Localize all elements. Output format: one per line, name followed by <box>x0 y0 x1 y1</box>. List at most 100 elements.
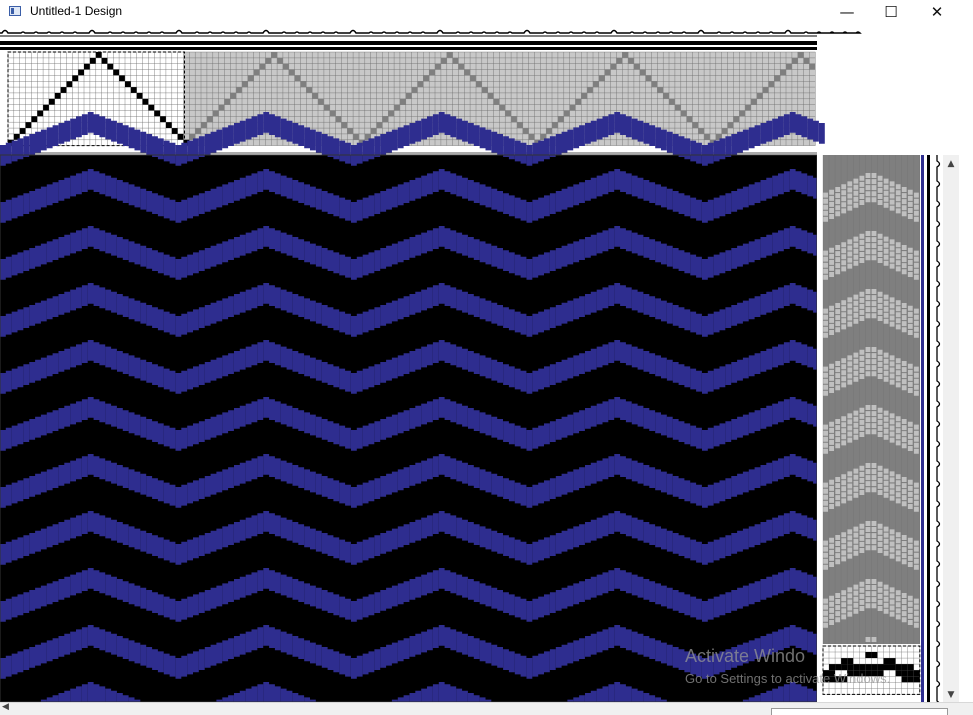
tieup-cell <box>901 676 908 683</box>
threading-cell <box>733 116 740 123</box>
threading-cell <box>154 110 161 117</box>
threading-cell <box>715 133 722 140</box>
close-button[interactable]: ✕ <box>930 3 944 21</box>
threading-cell <box>294 75 301 82</box>
tieup-cell <box>883 664 890 671</box>
threading-cell <box>780 69 786 76</box>
drawdown-cloth[interactable] <box>0 112 825 714</box>
threading-cell <box>569 104 576 111</box>
threading-cell <box>476 81 482 88</box>
ruler-scallop <box>0 29 862 34</box>
threading-cell <box>399 98 406 105</box>
threading-cell <box>517 122 523 128</box>
threading-cell <box>628 57 634 64</box>
tieup-cell <box>907 676 914 683</box>
threading-cell <box>552 122 558 128</box>
threading-cell <box>435 63 441 70</box>
tieup-cell <box>889 658 896 665</box>
threading-cell <box>201 122 207 128</box>
threading-cell <box>639 69 646 76</box>
threading-cell <box>727 122 734 128</box>
tieup-cell <box>829 676 835 683</box>
threading-cell <box>43 104 49 111</box>
threading-cell <box>48 98 55 105</box>
ruler-bar <box>927 155 930 702</box>
app-icon <box>9 6 21 16</box>
tieup-cell <box>865 670 872 677</box>
horizontal-scrollbar[interactable]: ◀ <box>0 702 973 715</box>
threading-cell <box>318 98 324 105</box>
threading-cell <box>394 104 400 111</box>
tieup-cell <box>847 658 854 665</box>
threading-cell <box>669 98 675 105</box>
threading-cell <box>674 104 681 111</box>
tieup-cell <box>907 670 914 677</box>
weft-color-bar <box>921 155 924 702</box>
threading-cell <box>604 69 611 76</box>
threading-cell <box>417 81 424 88</box>
threading-gridlines <box>7 51 816 146</box>
threading-cell <box>458 63 465 70</box>
threading-cell <box>265 57 272 64</box>
threading-cell <box>598 75 605 82</box>
scroll-left-icon[interactable]: ◀ <box>2 702 9 712</box>
threading-cell <box>388 110 395 117</box>
scroll-down-icon[interactable]: ▼ <box>948 690 955 700</box>
threading-cell <box>25 122 32 128</box>
tieup-cell <box>895 664 902 671</box>
threading-cell <box>212 110 219 117</box>
maximize-button[interactable]: ☐ <box>884 3 898 21</box>
threading-cell <box>107 63 114 70</box>
threading-cell <box>288 69 295 76</box>
scroll-up-icon[interactable]: ▲ <box>948 159 955 169</box>
tieup-cell <box>907 664 914 671</box>
threading-cell <box>452 57 459 64</box>
threading-cell <box>130 87 137 93</box>
tieup-cell <box>853 670 860 677</box>
threading-cell <box>306 87 313 93</box>
threading-cell <box>206 116 213 123</box>
tieup-grid[interactable] <box>822 645 921 695</box>
threading-cell <box>171 128 178 134</box>
tieup-cell <box>859 664 866 671</box>
threading-cell <box>487 92 494 99</box>
threading-cell <box>616 57 623 64</box>
threading-cell <box>440 57 447 64</box>
tieup-cell <box>847 670 854 677</box>
weft-ruler[interactable] <box>927 155 943 709</box>
tieup-cell <box>871 670 878 677</box>
tieup-cell <box>889 664 896 671</box>
threading-cell <box>300 81 307 88</box>
threading-cell <box>540 133 547 140</box>
threading-cell <box>411 87 418 93</box>
threading-cell <box>165 122 172 128</box>
threading-cell <box>686 116 693 123</box>
tieup-cell <box>871 664 878 671</box>
threading-cell <box>651 81 658 88</box>
vertical-scrollbar[interactable]: ▲ ▼ <box>943 155 959 702</box>
threading-cell <box>353 133 359 140</box>
warp-ruler[interactable] <box>0 28 862 50</box>
ruler-scallop <box>936 155 941 709</box>
threading-cell <box>534 139 541 146</box>
tieup-cell <box>901 664 908 671</box>
threading-cell <box>464 69 471 76</box>
threading-cell <box>423 75 430 82</box>
threading-cell <box>704 133 710 140</box>
tieup-cell <box>847 664 854 671</box>
minimize-button[interactable]: — <box>839 3 855 21</box>
threading-cell <box>271 52 278 58</box>
threading-cell <box>663 92 669 99</box>
liftplan-grid[interactable] <box>817 152 943 702</box>
threading-cell <box>528 133 535 140</box>
threading-cell <box>382 116 389 123</box>
threading-cell <box>429 69 435 76</box>
threading-cell <box>54 92 61 99</box>
threading-cell <box>797 52 804 58</box>
threading-cell <box>645 75 652 82</box>
tieup-cell <box>871 652 878 658</box>
threading-cell <box>364 133 371 140</box>
liftplan-gridlines <box>822 155 920 644</box>
threading-cell <box>522 128 529 134</box>
